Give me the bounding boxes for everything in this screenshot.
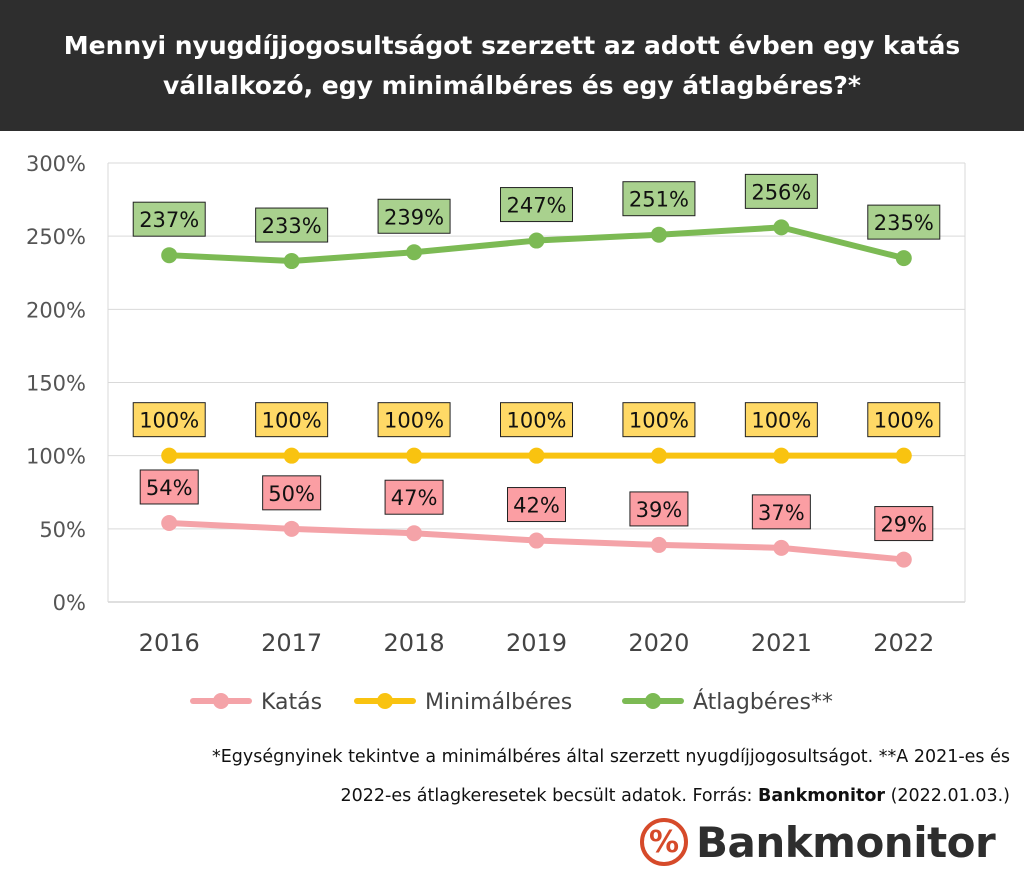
data-label: 235% [874,211,934,235]
data-label: 239% [384,205,444,229]
logo-wordmark: Bankmonitor [696,817,996,867]
y-tick-label: 150% [26,372,86,396]
data-point [773,219,790,236]
y-tick-label: 300% [26,152,86,176]
data-label: 251% [629,188,689,212]
data-label-box [500,402,573,438]
footnote-line-1: *Egységnyinek tekintve a minimálbéres ál… [211,747,1010,767]
data-label: 100% [262,409,322,433]
data-point [406,244,423,261]
chart-title: Mennyi nyugdíjjogosultságot szerzett az … [63,30,961,100]
data-point [283,520,300,537]
data-point [283,447,300,464]
series-lines [161,219,912,568]
legend: Katás Minimálbéres Átlagbéres** [190,689,833,715]
data-label: 29% [880,513,927,537]
data-label-box [744,402,818,438]
data-label: 256% [751,180,811,204]
data-label: 39% [636,498,683,522]
data-label: 100% [874,409,934,433]
x-tick-label: 2016 [139,629,200,657]
data-point [528,447,545,464]
data-label: 100% [629,409,689,433]
axes: 0% 50% 100% 150% 200% 250% 300% 2016 2017 2018 201… [26,152,934,657]
legend-marker [213,693,229,709]
data-point [650,447,667,464]
data-label-box [500,187,573,223]
data-point [406,447,423,464]
data-labels: 54% 50% 47% 42% 39% 37% 29% 100% 100% 100% 100% 100… [132,173,941,542]
footnote-prefix: 2022-es átlagkeresetek becsült adatok. F… [340,786,759,806]
data-label-box [622,402,696,438]
legend-marker [645,693,661,709]
data-point [650,226,667,243]
data-point [773,539,790,556]
y-tick-label: 0% [53,591,86,615]
x-tick-label: 2018 [384,629,445,657]
data-label-box [132,402,206,438]
footnote-line-2: 2022-es átlagkeresetek becsült adatok. F… [10,777,1010,816]
data-label-box [867,204,941,240]
data-label-box [255,207,329,243]
bankmonitor-logo: % Bankmonitor [640,812,996,872]
legend-entry: Átlagbéres** [693,689,833,715]
data-label: 50% [268,482,315,506]
title-bar: Mennyi nyugdíjjogosultságot szerzett az … [0,0,1024,131]
data-label: 47% [391,486,438,510]
footnote-source: Bankmonitor [758,786,886,806]
data-label: 233% [262,214,322,238]
y-tick-label: 250% [26,225,86,249]
legend-entry: Minimálbéres [425,690,572,715]
data-label: 100% [751,409,811,433]
data-label-box [255,402,329,438]
x-tick-label: 2022 [873,629,934,657]
data-label: 42% [513,494,560,518]
data-point [406,525,423,542]
data-point [528,532,545,549]
data-label: 247% [506,194,566,218]
data-label: 237% [139,208,199,232]
data-point [773,447,790,464]
percent-logo-icon: % [640,818,688,866]
data-label-box [622,181,696,217]
data-label-box [262,475,322,511]
data-label: 100% [139,409,199,433]
data-point [161,514,178,531]
data-label-box [751,494,811,530]
data-point [161,447,178,464]
x-tick-label: 2017 [261,629,322,657]
y-tick-label: 50% [39,518,86,542]
data-label-box [139,469,199,505]
data-label-box [874,506,934,542]
legend-entry: Katás [261,690,322,715]
footnote-suffix: (2022.01.03.) [885,786,1010,806]
data-point [161,247,178,264]
footnote: *Egységnyinek tekintve a minimálbéres ál… [10,738,1010,816]
data-point [895,250,912,267]
data-label-box [744,173,818,209]
data-point [528,232,545,249]
y-tick-label: 100% [26,445,86,469]
legend-marker [377,693,393,709]
data-point [895,447,912,464]
x-tick-label: 2019 [506,629,567,657]
data-label-box [377,402,451,438]
data-label-box [507,487,566,523]
data-point [895,551,912,568]
data-label: 54% [146,476,193,500]
y-tick-label: 200% [26,298,86,322]
x-tick-label: 2020 [628,629,689,657]
data-label: 100% [384,409,444,433]
data-point [283,253,300,270]
data-label: 100% [506,409,566,433]
data-label-box [384,479,444,515]
data-label-box [377,198,451,234]
line-chart: 54% 50% 47% 42% 39% 37% 29% 100% 100% 100% 100% 100… [26,152,966,715]
data-label-box [132,201,206,237]
x-tick-label: 2021 [751,629,812,657]
data-point [650,536,667,553]
data-label: 37% [758,501,805,525]
data-label-box [867,402,941,438]
data-label-box [629,491,689,527]
